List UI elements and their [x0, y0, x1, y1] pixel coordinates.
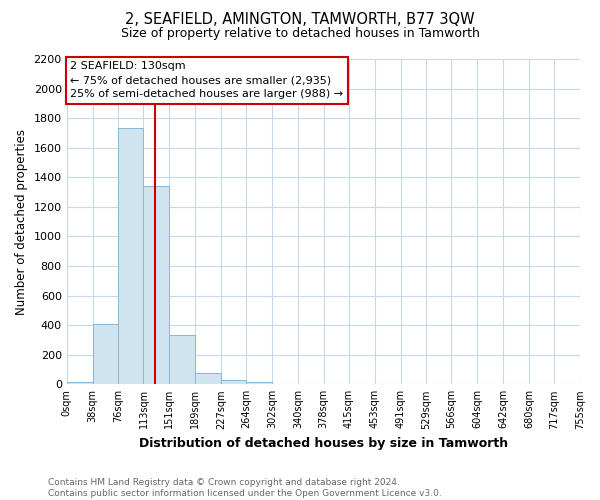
X-axis label: Distribution of detached houses by size in Tamworth: Distribution of detached houses by size … [139, 437, 508, 450]
Text: Contains HM Land Registry data © Crown copyright and database right 2024.
Contai: Contains HM Land Registry data © Crown c… [48, 478, 442, 498]
Bar [67, 382, 92, 384]
Bar [221, 380, 246, 384]
Bar [195, 373, 221, 384]
Text: 2 SEAFIELD: 130sqm
← 75% of detached houses are smaller (2,935)
25% of semi-deta: 2 SEAFIELD: 130sqm ← 75% of detached hou… [70, 61, 343, 99]
Bar [169, 335, 195, 384]
Text: 2, SEAFIELD, AMINGTON, TAMWORTH, B77 3QW: 2, SEAFIELD, AMINGTON, TAMWORTH, B77 3QW [125, 12, 475, 28]
Y-axis label: Number of detached properties: Number of detached properties [15, 128, 28, 314]
Text: Size of property relative to detached houses in Tamworth: Size of property relative to detached ho… [121, 28, 479, 40]
Bar [118, 128, 143, 384]
Bar [143, 186, 169, 384]
Bar [246, 382, 272, 384]
Bar [92, 324, 118, 384]
